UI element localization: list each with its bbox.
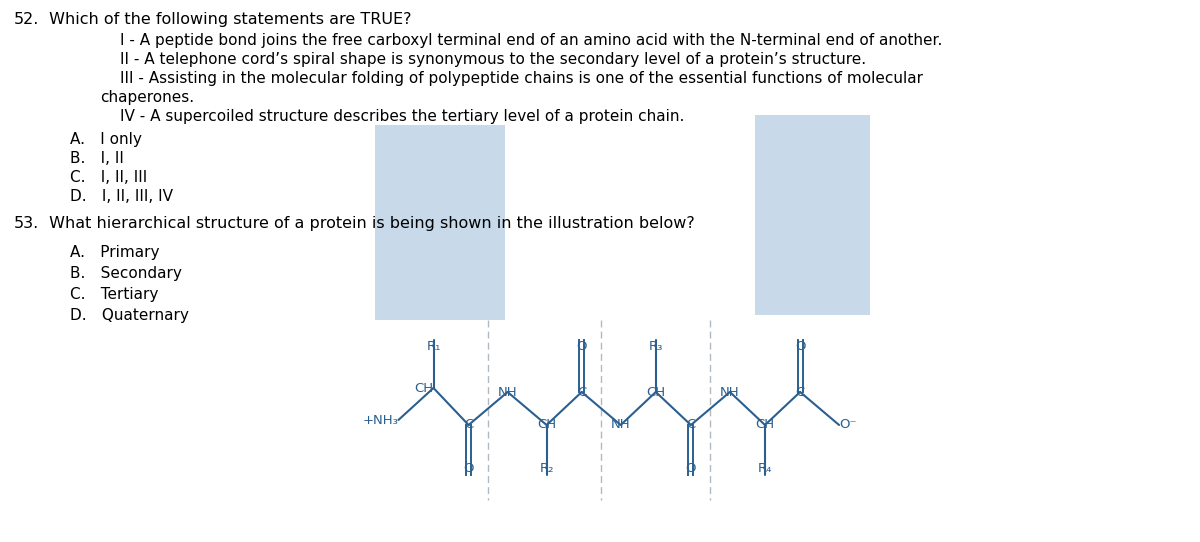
Text: O: O — [576, 340, 587, 353]
Text: CH: CH — [414, 382, 433, 395]
Text: C. Tertiary: C. Tertiary — [70, 287, 158, 302]
Text: Which of the following statements are TRUE?: Which of the following statements are TR… — [44, 12, 412, 27]
Text: 52.: 52. — [14, 12, 40, 27]
Text: NH: NH — [720, 385, 739, 398]
Text: O: O — [794, 340, 805, 353]
Text: O⁻: O⁻ — [839, 418, 857, 431]
Text: CH: CH — [756, 418, 774, 431]
Text: O: O — [463, 462, 474, 475]
Text: What hierarchical structure of a protein is being shown in the illustration belo: What hierarchical structure of a protein… — [44, 216, 695, 231]
Text: R₁: R₁ — [426, 340, 440, 353]
Text: R₄: R₄ — [758, 462, 772, 475]
Text: +NH₃: +NH₃ — [362, 414, 398, 427]
Text: CH: CH — [538, 418, 556, 431]
Text: C: C — [464, 418, 473, 431]
Text: 53.: 53. — [14, 216, 40, 231]
Text: A. I only: A. I only — [70, 132, 142, 147]
Text: C: C — [686, 418, 696, 431]
Text: O: O — [685, 462, 696, 475]
Text: II - A telephone cord’s spiral shape is synonymous to the secondary level of a p: II - A telephone cord’s spiral shape is … — [120, 52, 866, 67]
Text: NH: NH — [498, 385, 517, 398]
Text: chaperones.: chaperones. — [100, 90, 194, 105]
Text: A. Primary: A. Primary — [70, 245, 160, 260]
Text: NH: NH — [611, 418, 630, 431]
Text: C: C — [577, 385, 587, 398]
Text: III - Assisting in the molecular folding of polypeptide chains is one of the ess: III - Assisting in the molecular folding… — [120, 71, 923, 86]
Text: C: C — [796, 385, 805, 398]
Text: R₂: R₂ — [539, 462, 554, 475]
Text: R₃: R₃ — [649, 340, 662, 353]
Bar — [374, 125, 505, 320]
Bar — [755, 115, 870, 315]
Text: B. I, II: B. I, II — [70, 151, 124, 166]
Text: CH: CH — [647, 385, 665, 398]
Text: B. Secondary: B. Secondary — [70, 266, 182, 281]
Text: D. Quaternary: D. Quaternary — [70, 308, 188, 323]
Text: IV - A supercoiled structure describes the tertiary level of a protein chain.: IV - A supercoiled structure describes t… — [120, 109, 684, 124]
Text: I - A peptide bond joins the free carboxyl terminal end of an amino acid with th: I - A peptide bond joins the free carbox… — [120, 33, 942, 48]
Text: C. I, II, III: C. I, II, III — [70, 170, 148, 185]
Text: D. I, II, III, IV: D. I, II, III, IV — [70, 189, 173, 204]
